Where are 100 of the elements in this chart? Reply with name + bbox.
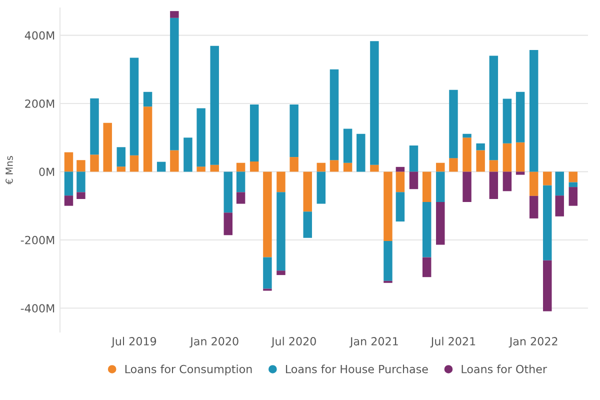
bar [64, 196, 74, 206]
bar [76, 192, 86, 199]
bar [409, 172, 418, 190]
bar [462, 172, 472, 202]
bar [384, 172, 392, 241]
bar [116, 166, 126, 172]
bar [90, 98, 99, 155]
bar [303, 172, 312, 212]
bar [116, 147, 126, 167]
bar [276, 192, 286, 271]
y-tick-label: -200M [20, 236, 54, 244]
bar [330, 69, 339, 160]
bar [568, 187, 578, 206]
legend-label: Loans for Other [462, 364, 548, 374]
bar [276, 270, 286, 276]
bar [462, 138, 472, 172]
bar [103, 122, 112, 172]
bar [462, 134, 472, 138]
bar [543, 185, 552, 260]
legend-label: Loans for Consumption [125, 364, 252, 376]
bar [90, 154, 99, 172]
bar [170, 11, 179, 18]
bar [143, 92, 152, 107]
bar [224, 172, 233, 213]
x-tick-label: Jul 2020 [270, 336, 316, 348]
bar [236, 172, 246, 192]
bar [502, 143, 512, 172]
bar [76, 160, 86, 172]
bar [356, 134, 366, 172]
y-tick-label: 400M [24, 31, 54, 40]
bar [555, 196, 564, 216]
legend-label: Loans for House Purchase [286, 364, 428, 374]
bar [316, 172, 326, 204]
bar [543, 260, 552, 312]
bar [476, 143, 485, 150]
bar [330, 160, 339, 172]
bar [130, 155, 139, 172]
bar [396, 172, 405, 192]
bar [130, 58, 139, 156]
bar [76, 172, 86, 192]
bar [555, 172, 564, 196]
bar [422, 202, 432, 258]
bar [529, 196, 538, 218]
bar [236, 192, 246, 204]
bar [396, 192, 405, 222]
y-tick-label: -400M [20, 304, 54, 313]
bar [316, 162, 326, 172]
bar [489, 172, 498, 199]
bar [64, 172, 74, 196]
bar [502, 98, 512, 144]
bar [276, 172, 286, 192]
bar [516, 142, 525, 172]
bar [290, 157, 298, 172]
bar [489, 56, 498, 160]
bar [210, 164, 219, 172]
bar [502, 172, 512, 192]
bar [568, 172, 578, 182]
bar [449, 90, 458, 158]
bar [516, 92, 525, 142]
x-tick-label: Jul 2021 [430, 336, 476, 348]
bar [263, 257, 272, 289]
y-tick-label: 0M [39, 168, 54, 176]
bar [384, 240, 392, 281]
bar [170, 18, 179, 150]
bar [343, 162, 352, 172]
bar [422, 172, 432, 202]
bar [250, 104, 259, 162]
bar [449, 158, 458, 172]
bar [529, 172, 538, 196]
bar [436, 162, 445, 172]
bar [170, 150, 179, 172]
bar [343, 128, 352, 163]
bar [543, 172, 552, 186]
bar [196, 108, 206, 167]
y-axis-title: € Mns [6, 156, 13, 184]
bar [409, 145, 418, 172]
bar [64, 152, 74, 172]
y-tick-label: 200M [25, 99, 54, 108]
bar [476, 150, 485, 172]
bar [236, 162, 246, 172]
x-tick-label: Jul 2019 [111, 336, 156, 348]
bar [370, 164, 379, 172]
bar [529, 50, 538, 172]
bar [489, 160, 498, 172]
bar [516, 172, 525, 175]
bar [250, 161, 259, 172]
bar [436, 172, 445, 202]
x-tick-label: Jan 2021 [349, 337, 398, 348]
bar [156, 162, 166, 172]
bar [143, 106, 152, 172]
bar [224, 212, 233, 236]
x-tick-label: Jan 2020 [190, 337, 238, 348]
x-tick-label: Jan 2022 [508, 337, 558, 348]
bar [263, 172, 272, 258]
bar [196, 166, 206, 172]
bar [436, 202, 445, 245]
bar [184, 138, 192, 172]
bar [370, 41, 379, 165]
bar [290, 104, 298, 158]
bar [303, 212, 312, 238]
